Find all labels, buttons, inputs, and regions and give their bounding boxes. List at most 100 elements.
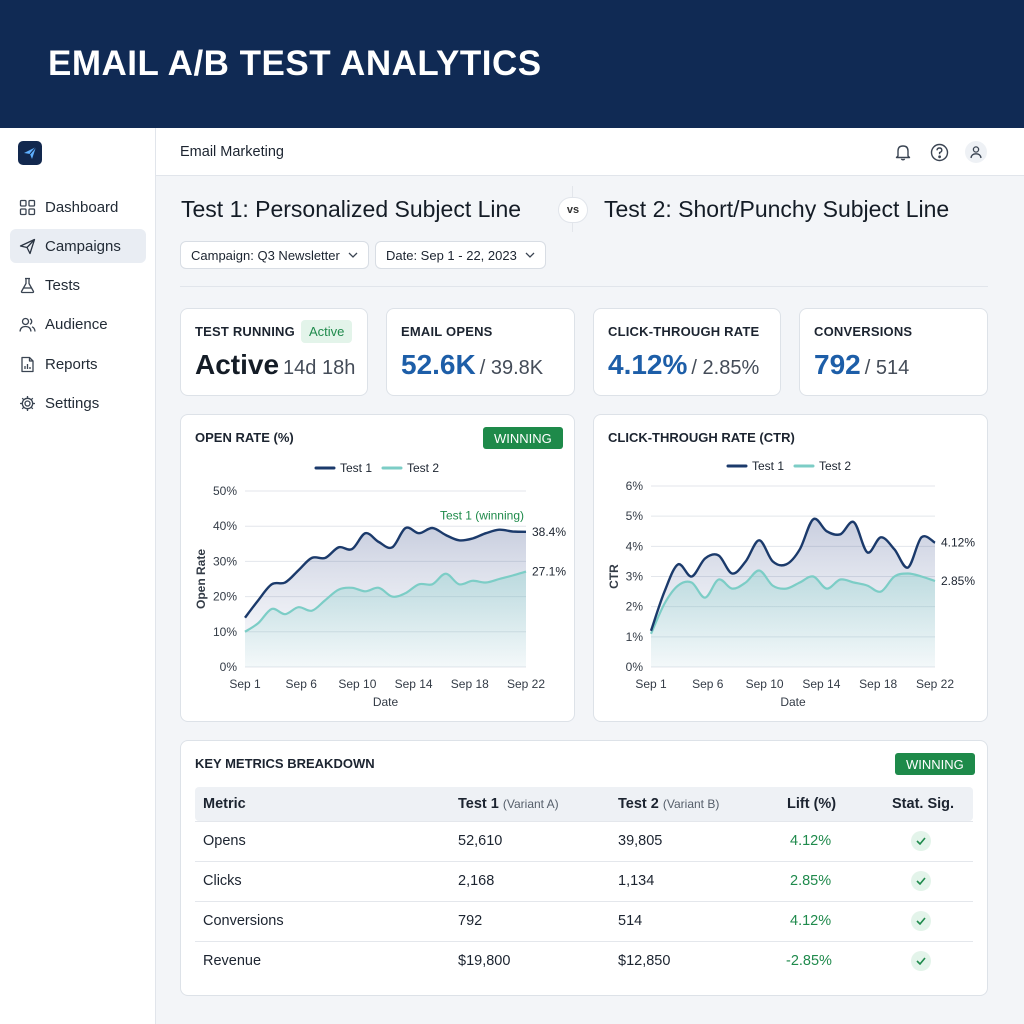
x-tick-label: Sep 18 [451, 677, 489, 691]
status-badge: Active [301, 320, 353, 343]
y-tick-label: 40% [213, 519, 237, 533]
legend-label-test2: Test 2 [407, 461, 439, 475]
sidebar-item-tests[interactable]: Tests [10, 268, 146, 302]
cell-metric: Clicks [203, 873, 242, 889]
stat-sub-value: / 39.8K [479, 357, 544, 379]
column-header-test1-variant: (Variant A) [502, 797, 559, 811]
ctr-chart: 0% 1% 2% 3% 4% 5% 6% Sep 1 Sep 6 Sep 10 Sep 14 Sep … [607, 459, 975, 709]
x-tick-label: Sep 14 [802, 677, 840, 691]
user-icon[interactable] [965, 141, 987, 163]
column-header-test2-label: Test 2 [618, 796, 659, 812]
x-tick-label: Sep 22 [916, 677, 954, 691]
cell-metric: Conversions [203, 913, 284, 929]
x-tick-label: Sep 10 [338, 677, 376, 691]
x-axis-label: Date [373, 695, 399, 709]
legend-label-test2: Test 2 [819, 459, 851, 473]
sidebar-item-label: Audience [45, 315, 108, 333]
test2-title: Test 2: Short/Punchy Subject Line [604, 196, 950, 222]
legend-label-test1: Test 1 [752, 459, 784, 473]
column-header-test1: Test 1 (Variant A) [458, 796, 559, 812]
campaign-select[interactable]: Campaign: Q3 Newsletter [180, 241, 369, 269]
sidebar-item-label: Reports [45, 355, 98, 373]
date-range-select[interactable]: Date: Sep 1 - 22, 2023 [375, 241, 546, 269]
stat-label: EMAIL OPENS [401, 324, 493, 339]
chart-title: OPEN RATE (%) [195, 430, 294, 445]
x-tick-label: Sep 14 [395, 677, 433, 691]
cell-test2: 514 [618, 913, 643, 929]
x-tick-label: Sep 1 [229, 677, 261, 691]
x-tick-label: Sep 6 [692, 677, 724, 691]
x-tick-label: Sep 6 [286, 677, 318, 691]
stat-card-conversions: CONVERSIONS 792/ 514 [799, 308, 988, 396]
gear-icon [18, 394, 36, 412]
series-area-test2 [651, 570, 935, 667]
vs-badge: vs [558, 197, 588, 223]
x-tick-label: Sep 22 [507, 677, 545, 691]
column-header-test2: Test 2 (Variant B) [618, 796, 719, 812]
end-label-test2: 27.1% [532, 565, 566, 579]
cell-test2: 39,805 [618, 833, 663, 849]
winning-badge: WINNING [895, 753, 975, 775]
stat-main-value: 792 [814, 349, 861, 380]
stat-sub-value: / 514 [864, 357, 910, 379]
sidebar-item-audience[interactable]: Audience [10, 307, 146, 341]
sidebar-item-campaigns[interactable]: Campaigns [10, 229, 146, 263]
column-header-stat-sig: Stat. Sig. [892, 796, 955, 812]
bell-icon[interactable] [892, 141, 914, 163]
column-header-test1-label: Test 1 [458, 796, 499, 812]
sidebar-item-reports[interactable]: Reports [10, 347, 146, 381]
y-tick-label: 50% [213, 484, 237, 498]
legend-label-test1: Test 1 [340, 461, 372, 475]
sidebar-item-settings[interactable]: Settings [10, 386, 146, 420]
open-rate-chart: 0% 10% 20% 30% 40% 50% Sep 1 Sep 6 Sep 10 Sep 14 S… [194, 461, 566, 709]
end-label-test2: 2.85% [941, 574, 975, 588]
series-line-test2 [244, 570, 527, 633]
report-icon [18, 355, 36, 373]
cell-test1: 792 [458, 913, 483, 929]
sidebar: Dashboard Campaigns Tests Audience Repor… [0, 128, 156, 1024]
chart-annotation: Test 1 (winning) [440, 509, 524, 523]
y-tick-label: 6% [626, 479, 644, 493]
series-line-test1 [649, 517, 936, 632]
chevron-down-icon [525, 252, 535, 258]
sidebar-item-label: Dashboard [45, 198, 119, 216]
y-tick-label: 0% [626, 660, 644, 674]
table-title: KEY METRICS BREAKDOWN [195, 756, 375, 771]
paper-plane-logo-icon [24, 146, 37, 159]
y-tick-label: 1% [626, 630, 644, 644]
row-divider [195, 861, 973, 862]
column-header-metric: Metric [203, 796, 246, 812]
cell-lift: 2.85% [790, 873, 832, 889]
cell-test1: 2,168 [458, 873, 495, 889]
cell-lift: 4.12% [790, 833, 832, 849]
sidebar-item-label: Settings [45, 394, 100, 412]
chevron-down-icon [348, 252, 358, 258]
stat-value: Active 14d 18h [195, 349, 355, 381]
key-metrics-table-card: KEY METRICS BREAKDOWN WINNING Metric Tes… [180, 740, 988, 996]
y-tick-label: 4% [626, 539, 644, 553]
help-icon[interactable] [928, 141, 950, 163]
x-tick-label: Sep 10 [746, 677, 784, 691]
stat-card-ctr: CLICK-THROUGH RATE 4.12%/ 2.85% [593, 308, 781, 396]
page-banner: EMAIL A/B TEST ANALYTICS [0, 0, 1024, 128]
sidebar-item-label: Tests [45, 276, 81, 294]
header-title: Email Marketing [180, 144, 284, 160]
x-tick-label: Sep 1 [635, 677, 667, 691]
cell-metric: Opens [203, 833, 246, 849]
winning-badge: WINNING [483, 427, 563, 449]
sidebar-item-dashboard[interactable]: Dashboard [10, 190, 146, 224]
stat-label: CLICK-THROUGH RATE [608, 324, 760, 339]
cell-test2: $12,850 [618, 953, 671, 969]
y-axis-label: CTR [607, 564, 621, 589]
stat-main-value: 4.12% [608, 349, 688, 380]
section-divider [180, 286, 988, 287]
y-tick-label: 5% [626, 509, 644, 523]
banner-title: EMAIL A/B TEST ANALYTICS [48, 44, 542, 83]
cell-lift: 4.12% [790, 913, 832, 929]
paper-plane-icon [18, 237, 36, 255]
flask-icon [18, 276, 36, 294]
series-line-test2 [649, 569, 936, 635]
stat-card-test-running: TEST RUNNING Active Active 14d 18h [180, 308, 368, 396]
app-logo[interactable] [18, 141, 42, 165]
y-axis-label: Open Rate [194, 549, 208, 609]
